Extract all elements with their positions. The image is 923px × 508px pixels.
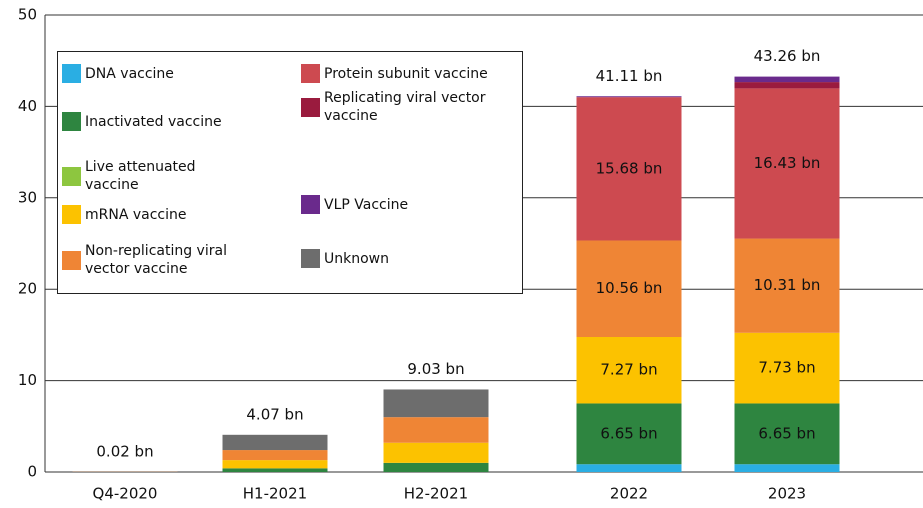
bar-segment: [383, 462, 489, 472]
value-label: 15.68 bn: [596, 159, 663, 177]
legend-swatch: [62, 64, 81, 83]
y-tick-label: 30: [18, 188, 37, 206]
bar-segment: [576, 97, 682, 241]
bar-segment: [222, 460, 328, 469]
x-tick-label: H2-2021: [404, 485, 468, 503]
legend-label: Replicating viral vector vaccine: [324, 90, 486, 124]
value-label: 6.65 bn: [600, 424, 657, 442]
legend-swatch: [62, 205, 81, 224]
bar-segment: [383, 417, 489, 443]
bar-segment: [734, 403, 840, 465]
x-tick-label: 2023: [768, 485, 806, 503]
bar-segment: [576, 240, 682, 338]
x-tick-label: Q4-2020: [93, 485, 158, 503]
legend-label: Protein subunit vaccine: [324, 65, 488, 82]
total-label: 4.07 bn: [246, 405, 303, 423]
bar-segment: [383, 389, 489, 418]
y-tick-label: 20: [18, 280, 37, 298]
legend-swatch: [301, 97, 320, 117]
legend-label: Non-replicating viral vector vaccine: [85, 243, 227, 277]
value-label: 16.43 bn: [754, 154, 821, 172]
y-tick-label: 0: [27, 463, 37, 481]
legend-swatch: [301, 249, 320, 268]
bar-segment: [734, 76, 840, 83]
bar-segment: [222, 450, 328, 461]
value-label: 6.65 bn: [758, 424, 815, 442]
legend-swatch: [62, 166, 81, 186]
x-tick-label: 2022: [610, 485, 648, 503]
legend-label: Live attenuated vaccine: [85, 159, 196, 193]
value-label: 7.27 bn: [600, 361, 657, 379]
value-label: 7.73 bn: [758, 359, 815, 377]
legend-label: VLP Vaccine: [324, 196, 409, 213]
legend: DNA vaccine Inactivated vaccine Live atten…: [57, 51, 523, 294]
bar-segment: [734, 332, 840, 404]
total-label: 0.02 bn: [96, 442, 153, 460]
legend-item: VLP Vaccine: [301, 195, 511, 214]
legend-item: Unknown: [301, 249, 511, 268]
legend-item: Protein subunit vaccine: [301, 64, 511, 83]
y-tick-label: 10: [18, 371, 37, 389]
legend-item: Live attenuated vaccine: [62, 158, 272, 194]
bar-segment: [734, 464, 840, 472]
legend-swatch: [301, 195, 320, 214]
legend-label: Unknown: [324, 250, 389, 267]
bar-segment: [734, 238, 840, 333]
legend-item: DNA vaccine: [62, 64, 272, 83]
value-label: 10.31 bn: [754, 276, 821, 294]
x-tick-label: H1-2021: [243, 485, 307, 503]
legend-swatch: [62, 112, 81, 131]
bar-segment: [383, 442, 489, 463]
bar-segment: [576, 403, 682, 465]
bar-segment: [576, 464, 682, 472]
total-label: 43.26 bn: [754, 47, 821, 65]
bar-segment: [576, 337, 682, 404]
legend-item: Replicating viral vector vaccine: [301, 89, 511, 125]
bar-segment: [222, 434, 328, 451]
legend-label: DNA vaccine: [85, 65, 174, 82]
y-tick-label: 50: [18, 6, 37, 24]
legend-item: Inactivated vaccine: [62, 112, 272, 131]
legend-label: mRNA vaccine: [85, 206, 187, 223]
total-label: 9.03 bn: [407, 360, 464, 378]
value-label: 10.56 bn: [596, 279, 663, 297]
legend-item: mRNA vaccine: [62, 205, 272, 224]
bar-segment: [576, 96, 682, 98]
total-label: 41.11 bn: [596, 67, 663, 85]
bar-segment: [222, 468, 328, 472]
legend-swatch: [62, 250, 81, 270]
legend-swatch: [301, 64, 320, 83]
y-tick-label: 40: [18, 97, 37, 115]
legend-item: Non-replicating viral vector vaccine: [62, 242, 272, 278]
legend-label: Inactivated vaccine: [85, 113, 222, 130]
bar-segment: [734, 82, 840, 89]
bar-segment: [734, 88, 840, 239]
